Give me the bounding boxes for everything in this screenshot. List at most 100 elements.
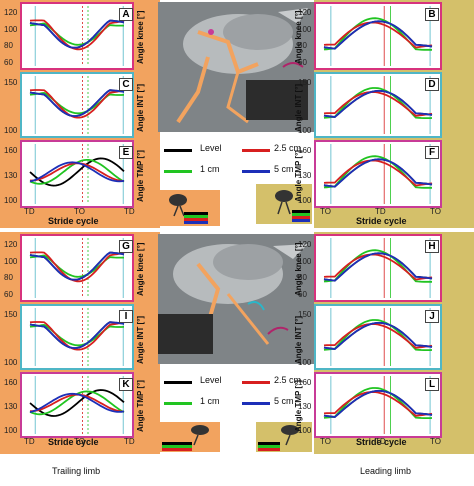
legend-bottom: Level 2.5 cm 1 cm 5 cm bbox=[160, 372, 312, 422]
series-cm5 bbox=[29, 89, 125, 118]
panel-letter: J bbox=[425, 310, 439, 323]
y-tick-label: 60 bbox=[4, 290, 13, 299]
series-cm25 bbox=[323, 253, 433, 281]
legend-line-2-5cm bbox=[242, 149, 270, 152]
y-tick-label: 60 bbox=[4, 58, 13, 67]
y-tick-label: 100 bbox=[4, 196, 18, 205]
y-tick-label: 120 bbox=[298, 8, 312, 17]
panel-f: F bbox=[314, 140, 442, 208]
panel-letter: F bbox=[425, 146, 439, 159]
leading-limb-caption: Leading limb bbox=[360, 466, 412, 476]
legend-line-5cm bbox=[242, 402, 270, 405]
x-tick-label: TO bbox=[430, 437, 441, 446]
y-tick-label: 160 bbox=[298, 146, 312, 155]
series-cm1 bbox=[323, 387, 433, 419]
x-tick-label: TO bbox=[74, 207, 85, 216]
y-tick-label: 160 bbox=[298, 378, 312, 387]
panel-g: G bbox=[20, 234, 134, 302]
y-axis-label: Angle INT [°] bbox=[294, 315, 303, 364]
panel-e: E bbox=[20, 140, 134, 208]
y-axis-label: Angle knee [°] bbox=[136, 10, 145, 64]
y-axis-label: Angle TMP [°] bbox=[136, 380, 145, 432]
y-tick-label: 150 bbox=[4, 310, 18, 319]
x-axis-label-top-right: Stride cycle bbox=[356, 216, 407, 226]
y-tick-label: 100 bbox=[4, 426, 18, 435]
bird-skeleton-bottom bbox=[158, 234, 314, 364]
series-cm5 bbox=[323, 90, 433, 119]
x-tick-label: TO bbox=[430, 207, 441, 216]
series-cm25 bbox=[29, 321, 125, 351]
series-cm5 bbox=[323, 20, 433, 50]
y-tick-label: 100 bbox=[298, 426, 312, 435]
y-tick-label: 100 bbox=[298, 196, 312, 205]
panel-letter: H bbox=[425, 240, 439, 253]
step-icon-bottom-trailing bbox=[160, 422, 220, 452]
x-tick-label: TO bbox=[320, 437, 331, 446]
legend-label-level: Level bbox=[200, 375, 222, 385]
y-tick-label: 60 bbox=[298, 290, 307, 299]
x-tick-label: TO bbox=[74, 437, 85, 446]
panel-letter: B bbox=[425, 8, 439, 21]
bird-photo-bottom bbox=[158, 234, 314, 364]
y-tick-label: 80 bbox=[4, 273, 13, 283]
legend-label-1cm: 1 cm bbox=[200, 164, 220, 174]
legend-line-2-5cm bbox=[242, 381, 270, 384]
x-axis-label-bottom-left: Stride cycle bbox=[48, 437, 99, 447]
series-cm1 bbox=[29, 323, 125, 347]
trailing-limb-caption: Trailing limb bbox=[52, 466, 101, 476]
series-cm25 bbox=[323, 323, 433, 349]
y-axis-label: Angle knee [°] bbox=[136, 242, 145, 296]
y-tick-label: 130 bbox=[298, 402, 312, 411]
plot-c bbox=[29, 76, 125, 134]
panel-letter: K bbox=[119, 378, 133, 391]
y-tick-label: 120 bbox=[298, 240, 312, 249]
series-cm1 bbox=[323, 17, 432, 51]
series-cm25 bbox=[323, 91, 433, 117]
y-tick-label: 100 bbox=[298, 24, 312, 34]
plot-h bbox=[323, 238, 433, 298]
y-tick-label: 80 bbox=[4, 41, 13, 51]
panel-h: H bbox=[314, 234, 442, 302]
series-cm1 bbox=[29, 254, 124, 278]
step-icon-top-leading bbox=[256, 184, 312, 224]
y-tick-label: 160 bbox=[4, 378, 18, 387]
bird-skeleton-top bbox=[158, 2, 314, 132]
y-axis-label: Angle INT [°] bbox=[294, 83, 303, 132]
y-axis-label: Angle knee [°] bbox=[294, 10, 303, 64]
panel-k: K bbox=[20, 372, 134, 438]
y-axis-label: Angle INT [°] bbox=[136, 315, 145, 364]
y-axis-label: Angle TMP [°] bbox=[294, 380, 303, 432]
plot-e bbox=[29, 144, 125, 204]
plot-f bbox=[323, 144, 433, 204]
y-axis-label: Angle TMP [°] bbox=[294, 150, 303, 202]
y-tick-label: 100 bbox=[4, 358, 18, 367]
plot-i bbox=[29, 308, 125, 366]
y-axis-label: Angle INT [°] bbox=[136, 83, 145, 132]
panel-c: C bbox=[20, 72, 134, 138]
x-tick-label: TD bbox=[375, 207, 386, 216]
panel-l: L bbox=[314, 372, 442, 438]
y-tick-label: 100 bbox=[298, 126, 312, 135]
plot-d bbox=[323, 76, 433, 134]
y-tick-label: 100 bbox=[4, 126, 18, 135]
panel-letter: I bbox=[119, 310, 133, 323]
legend-label-1cm: 1 cm bbox=[200, 396, 220, 406]
plot-k bbox=[29, 376, 125, 434]
y-tick-label: 150 bbox=[4, 78, 18, 87]
x-tick-label: TD bbox=[124, 437, 135, 446]
series-cm1 bbox=[323, 319, 433, 351]
y-axis-label: Angle TMP [°] bbox=[136, 150, 145, 202]
series-cm5 bbox=[323, 252, 433, 282]
y-tick-label: 150 bbox=[298, 310, 312, 319]
x-tick-label: TD bbox=[24, 437, 35, 446]
legend-label-5cm: 5 cm bbox=[274, 396, 294, 406]
panel-letter: G bbox=[119, 240, 133, 253]
legend-line-level bbox=[164, 381, 192, 384]
panel-j: J bbox=[314, 304, 442, 370]
x-axis-label-bottom-right: Stride cycle bbox=[356, 437, 407, 447]
x-axis-label-top-left: Stride cycle bbox=[48, 216, 99, 226]
y-tick-label: 130 bbox=[4, 402, 18, 411]
step-icon-top-trailing bbox=[160, 190, 220, 226]
y-tick-label: 100 bbox=[4, 24, 18, 34]
y-tick-label: 120 bbox=[4, 240, 18, 249]
